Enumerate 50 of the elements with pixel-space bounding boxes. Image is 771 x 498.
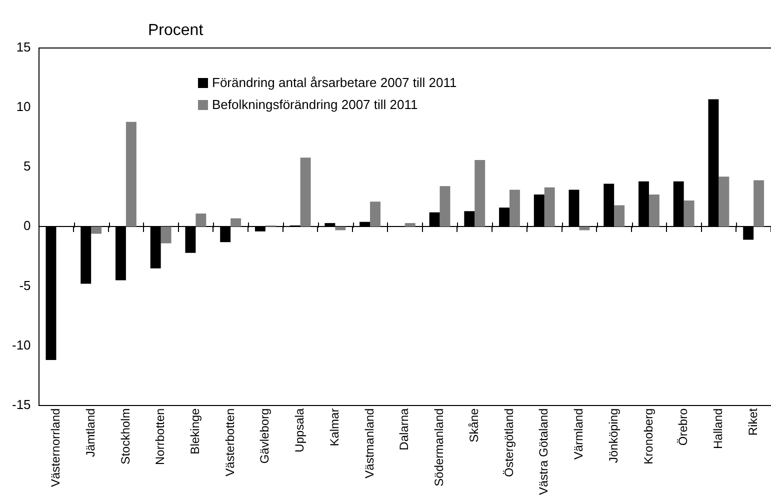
y-tick-label: 15 xyxy=(16,40,31,55)
x-tick-label: Jämtland xyxy=(83,408,98,457)
bar xyxy=(754,180,764,227)
x-tick-label: Halland xyxy=(711,408,726,449)
x-tick-label: Västernorrland xyxy=(48,408,63,487)
x-tick-label: Dalarna xyxy=(397,408,412,450)
legend-label: Förändring antal årsarbetare 2007 till 2011 xyxy=(211,74,457,92)
y-tick-label: -15 xyxy=(12,396,31,412)
x-tick-label: Stockholm xyxy=(118,408,132,464)
bar xyxy=(648,194,660,227)
bar xyxy=(544,187,555,227)
bar xyxy=(370,202,380,227)
bar xyxy=(474,160,486,227)
x-tick-label: Blekinge xyxy=(188,408,202,454)
y-tick-label: 0 xyxy=(24,218,31,234)
y-tick-label: 10 xyxy=(16,99,31,114)
bar xyxy=(335,226,346,230)
y-axis-title: Procent xyxy=(148,22,204,40)
bar xyxy=(230,218,242,227)
x-tick-label: Gävleborg xyxy=(258,408,272,464)
x-tick-label: Värmland xyxy=(572,408,586,460)
y-tick-label: -10 xyxy=(12,337,31,352)
bar xyxy=(440,186,450,227)
bar xyxy=(196,214,206,227)
bar xyxy=(614,205,625,227)
x-tick-label: Uppsala xyxy=(292,408,307,452)
x-tick-label: Örebro xyxy=(676,408,690,446)
bar xyxy=(300,158,311,227)
x-tick-label: Kronoberg xyxy=(641,408,656,464)
legend-label: Befolkningsförändring 2007 till 2011 xyxy=(211,96,419,114)
bar xyxy=(684,200,694,227)
x-tick-label: Riket xyxy=(746,408,760,436)
y-tick-label: 5 xyxy=(24,158,31,174)
x-tick-label: Västra Götaland xyxy=(536,408,551,495)
x-tick-label: Jönköping xyxy=(606,408,620,463)
bar xyxy=(404,223,416,227)
bar xyxy=(160,226,172,244)
y-tick-label: -5 xyxy=(19,278,31,293)
bar xyxy=(91,226,102,234)
x-tick-label: Norrbotten xyxy=(153,408,168,465)
bar xyxy=(718,176,730,227)
x-tick-label: Västmanland xyxy=(362,408,376,478)
bar xyxy=(509,190,520,227)
x-tick-label: Östergötland xyxy=(502,408,516,477)
bar xyxy=(579,226,590,230)
x-tick-label: Kalmar xyxy=(327,408,342,446)
x-tick-label: Skåne xyxy=(466,408,481,442)
bar xyxy=(126,122,136,227)
x-tick-label: Västerbotten xyxy=(222,408,237,476)
x-tick-label: Södermanland xyxy=(432,408,446,486)
